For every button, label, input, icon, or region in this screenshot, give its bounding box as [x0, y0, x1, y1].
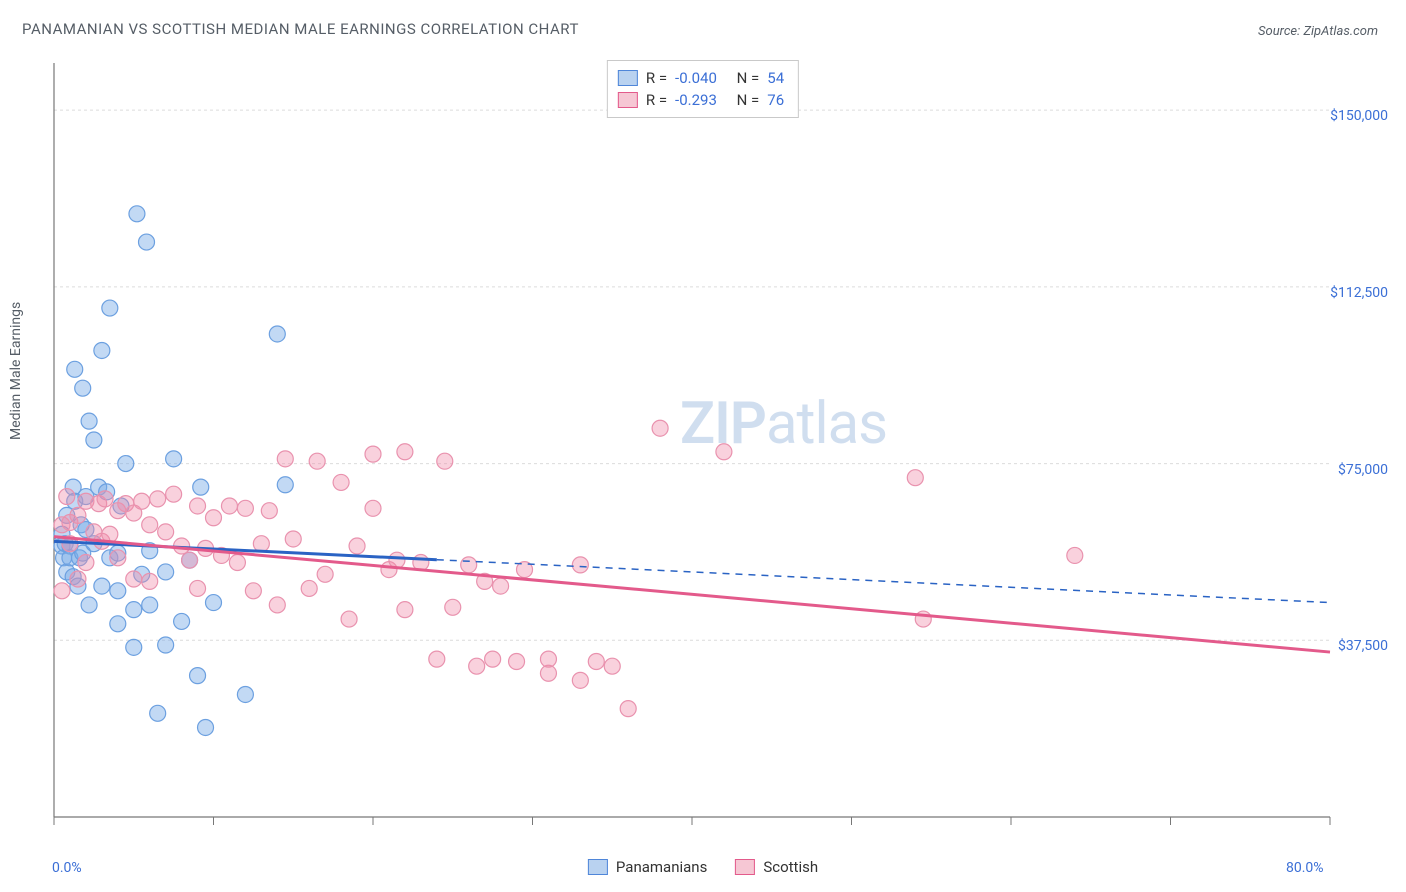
n-label: N =	[737, 69, 760, 87]
y-tick-label: $75,000	[1338, 462, 1388, 478]
correlation-scatter-chart	[50, 55, 1386, 845]
legend-item-panamanians: Panamanians	[588, 858, 707, 876]
y-axis-label: Median Male Earnings	[8, 302, 24, 440]
r-label: R =	[646, 69, 667, 87]
legend-swatch-blue	[618, 70, 638, 86]
source-attribution: Source: ZipAtlas.com	[1258, 24, 1378, 39]
legend-swatch-pink	[735, 859, 755, 875]
r-value: -0.040	[675, 69, 717, 87]
chart-title: PANAMANIAN VS SCOTTISH MEDIAN MALE EARNI…	[22, 20, 579, 38]
correlation-legend: R = -0.040 N = 54 R = -0.293 N = 76	[607, 60, 799, 118]
y-tick-label: $37,500	[1338, 638, 1388, 654]
source-prefix: Source:	[1258, 24, 1303, 39]
r-value: -0.293	[675, 91, 717, 109]
legend-row-scottish: R = -0.293 N = 76	[618, 89, 784, 111]
y-tick-label: $150,000	[1330, 108, 1388, 124]
legend-item-scottish: Scottish	[735, 858, 818, 876]
y-tick-label: $112,500	[1330, 285, 1388, 301]
legend-label: Scottish	[763, 858, 818, 876]
x-tick-label: 0.0%	[52, 860, 82, 876]
legend-swatch-pink	[618, 92, 638, 108]
legend-row-panamanians: R = -0.040 N = 54	[618, 67, 784, 89]
n-value: 76	[767, 91, 784, 109]
legend-swatch-blue	[588, 859, 608, 875]
n-label: N =	[737, 91, 760, 109]
n-value: 54	[767, 69, 784, 87]
r-label: R =	[646, 91, 667, 109]
x-tick-label: 80.0%	[1286, 860, 1324, 876]
legend-label: Panamanians	[616, 858, 707, 876]
series-legend: Panamanians Scottish	[588, 858, 818, 876]
source-name: ZipAtlas.com	[1303, 24, 1378, 39]
